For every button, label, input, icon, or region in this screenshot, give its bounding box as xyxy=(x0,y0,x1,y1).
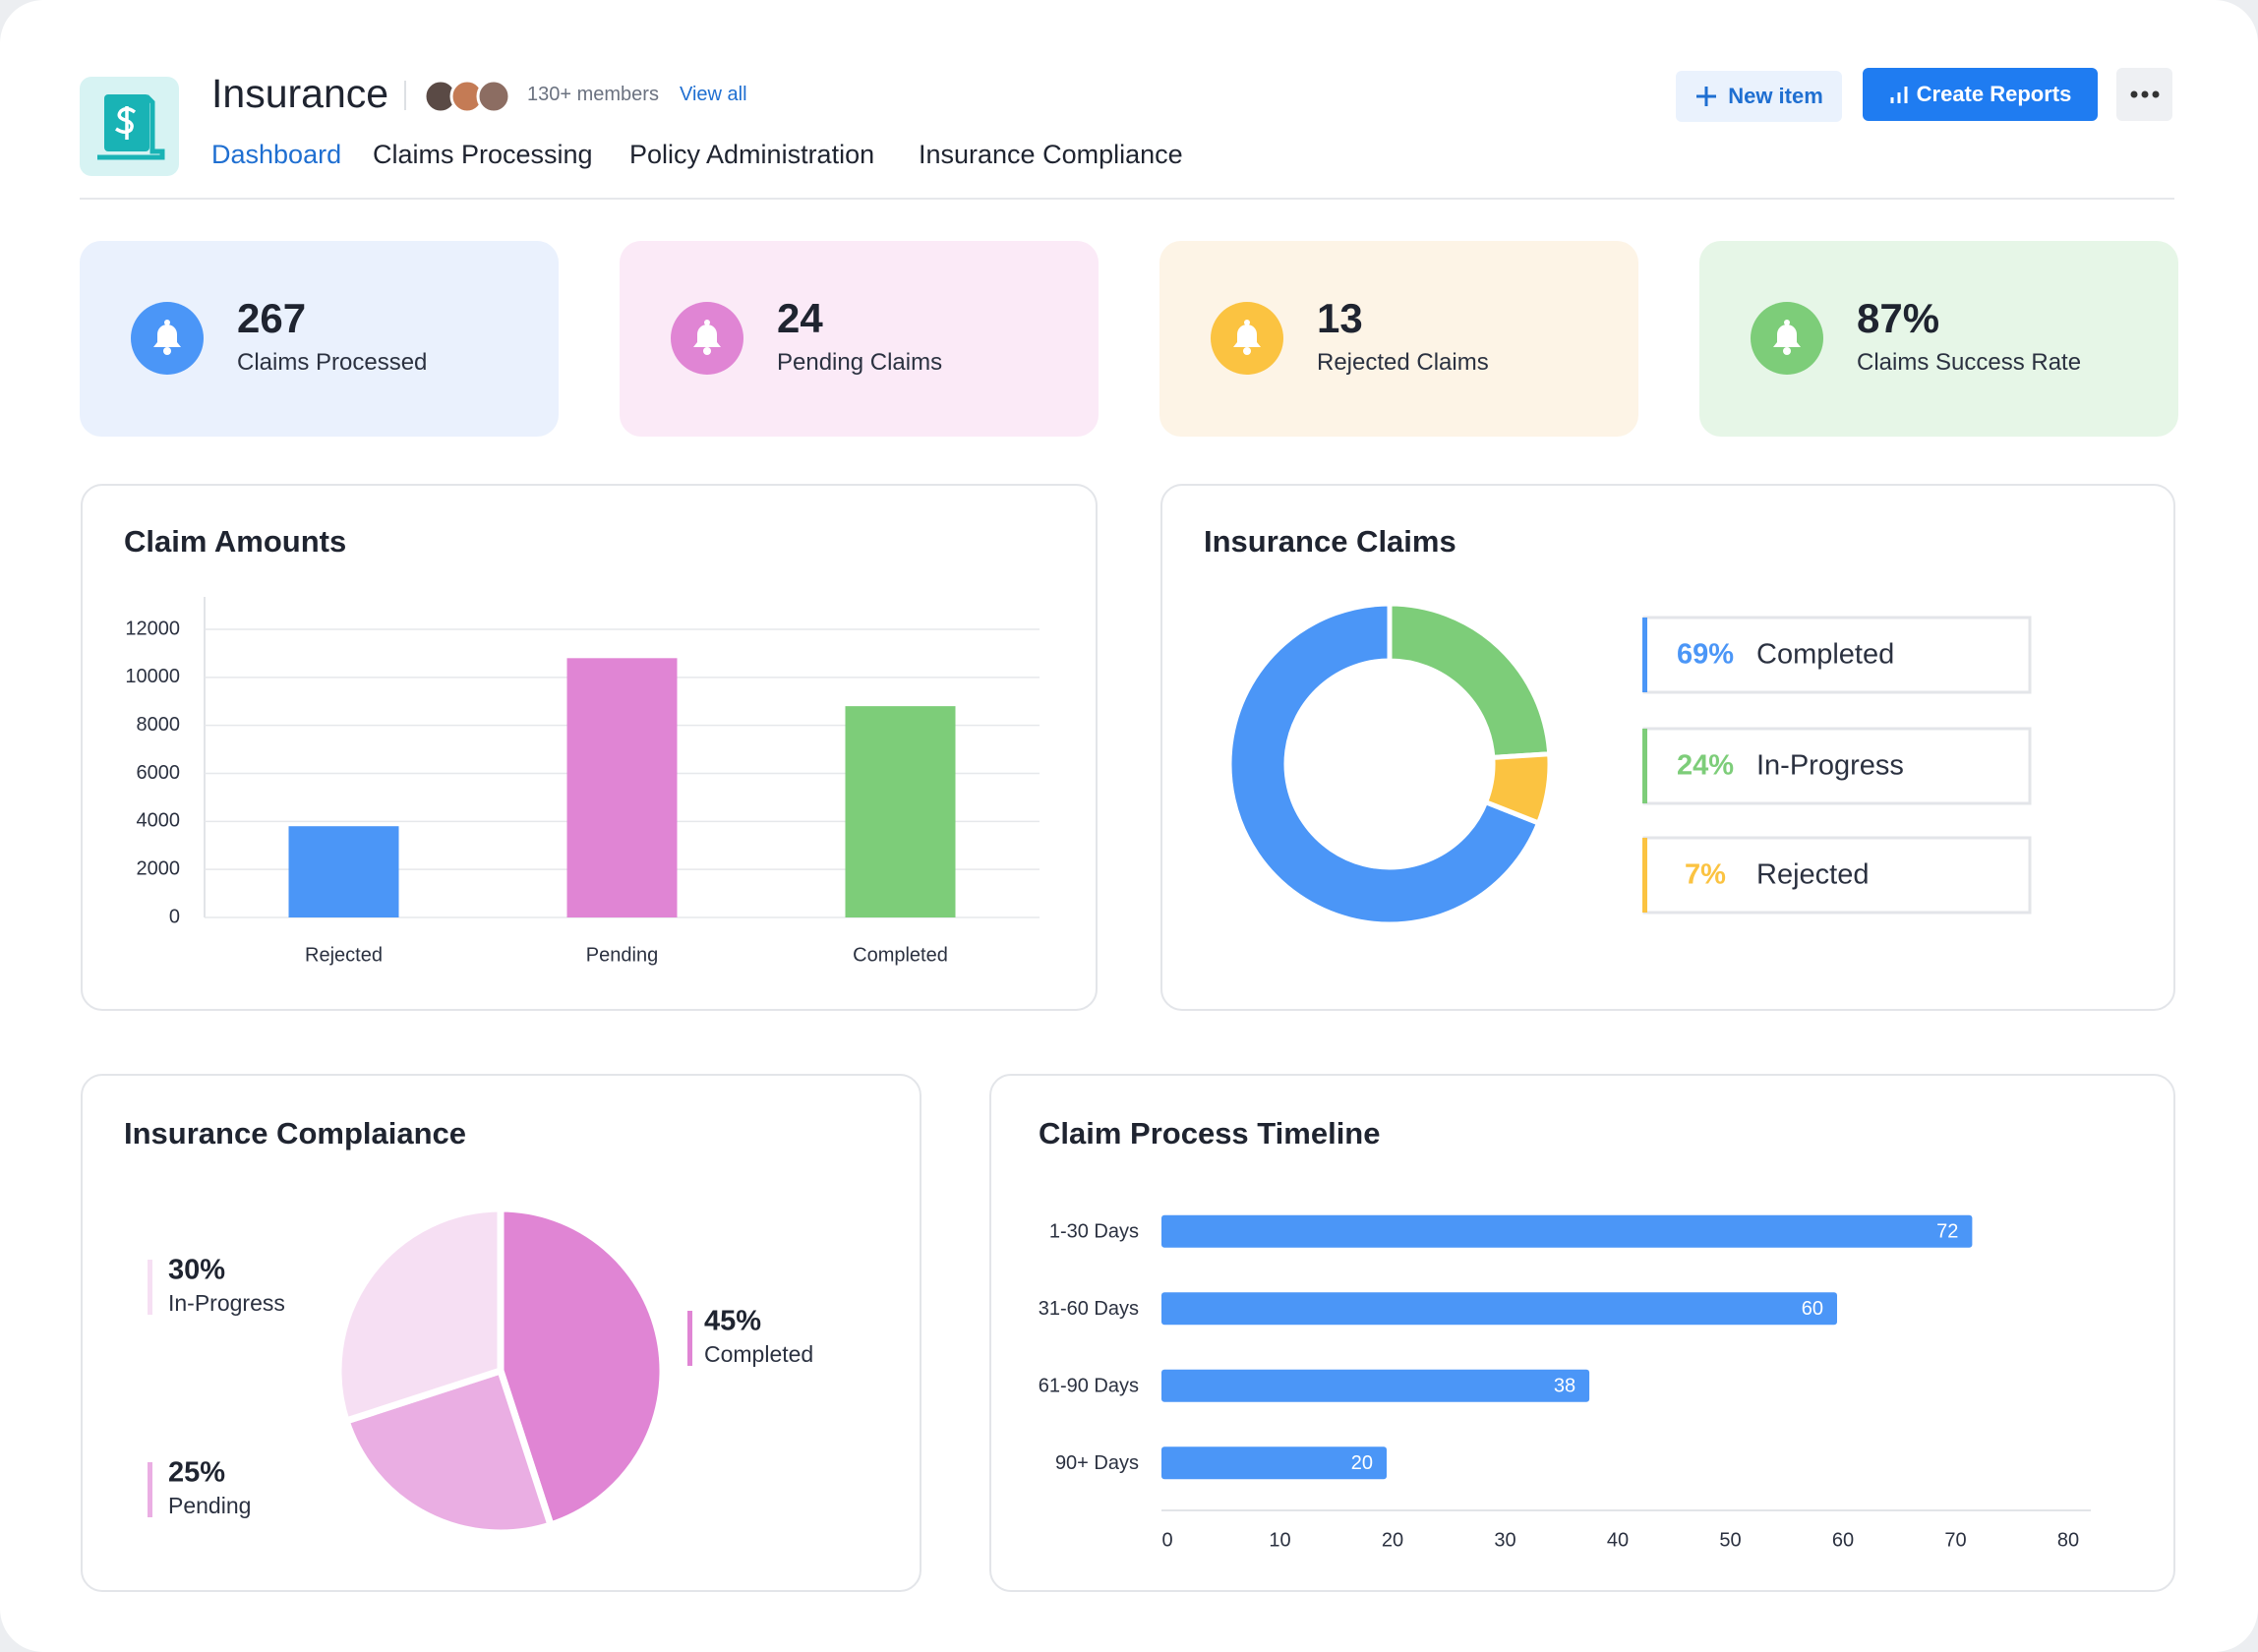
bell-clapper xyxy=(163,347,171,355)
stat-label: Claims Processed xyxy=(237,349,428,376)
chart-card xyxy=(81,484,1098,1011)
bell-knob xyxy=(1784,320,1790,325)
bell-knob xyxy=(164,320,170,325)
stat-card: 24 Pending Claims xyxy=(620,241,1099,437)
bell xyxy=(1773,324,1801,347)
bell-icon xyxy=(131,302,204,375)
button-label: Create Reports xyxy=(1916,82,2072,106)
button-label: New item xyxy=(1728,84,1823,108)
chart-icon xyxy=(1890,87,1908,103)
stat-label: Claims Success Rate xyxy=(1857,349,2082,376)
nav-tab[interactable]: Insurance Compliance xyxy=(919,140,1183,169)
dots-icon xyxy=(2130,90,2159,98)
stat-card: 267 Claims Processed xyxy=(80,241,559,437)
icon xyxy=(1751,302,1823,375)
bell xyxy=(153,324,181,347)
bell-knob xyxy=(1244,320,1250,325)
create-reports-button[interactable]: Create Reports xyxy=(1863,68,2098,121)
avatars xyxy=(423,79,511,114)
app-title: Insurance xyxy=(211,71,389,116)
stat-label: Pending Claims xyxy=(777,349,943,376)
separator xyxy=(80,198,2174,200)
bell-knob xyxy=(704,320,710,325)
more-button[interactable] xyxy=(2116,68,2172,121)
stat-value: 267 xyxy=(237,295,307,341)
stat-value: 24 xyxy=(777,295,823,341)
bell-icon xyxy=(671,302,743,375)
stat-value: 13 xyxy=(1317,295,1363,341)
stat-card: 13 Rejected Claims xyxy=(1159,241,1638,437)
new-item-button[interactable]: New item xyxy=(1676,71,1842,122)
nav-tab[interactable]: Policy Administration xyxy=(629,140,875,169)
nav-tab[interactable]: Dashboard xyxy=(211,140,342,169)
chart-card xyxy=(1160,484,2175,1011)
chart-card xyxy=(81,1074,921,1592)
nav-tab[interactable]: Claims Processing xyxy=(373,140,593,169)
bell xyxy=(693,324,721,347)
icon xyxy=(131,302,204,375)
bell xyxy=(1233,324,1261,347)
members-count: 130+ members xyxy=(527,84,659,105)
divider xyxy=(404,81,406,110)
bell-clapper xyxy=(1243,347,1251,355)
stat-card: 87% Claims Success Rate xyxy=(1699,241,2178,437)
view-all-link[interactable]: View all xyxy=(680,84,747,105)
chart-card xyxy=(989,1074,2175,1592)
bell-clapper xyxy=(703,347,711,355)
icon xyxy=(1211,302,1283,375)
stat-value: 87% xyxy=(1857,295,1940,341)
icon xyxy=(671,302,743,375)
plus-icon xyxy=(1696,87,1717,106)
stat-label: Rejected Claims xyxy=(1317,349,1489,376)
bell-icon xyxy=(1751,302,1823,375)
bell-clapper xyxy=(1783,347,1791,355)
bell-icon xyxy=(1211,302,1283,375)
logo xyxy=(80,77,179,176)
